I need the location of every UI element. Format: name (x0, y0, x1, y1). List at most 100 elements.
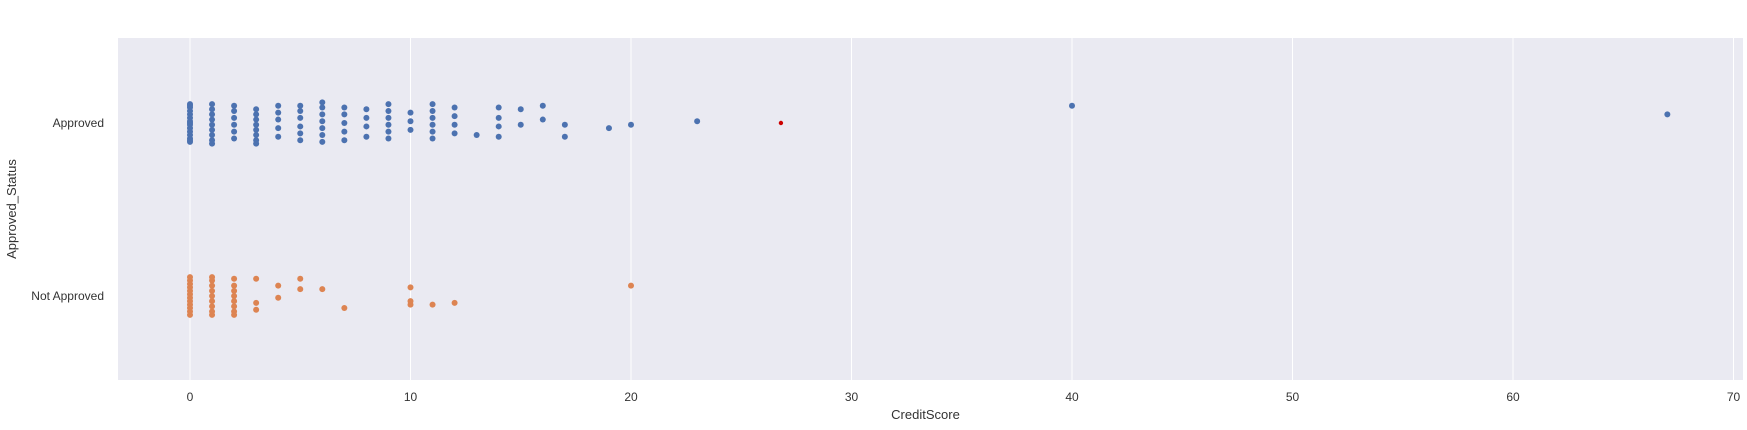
data-point (451, 299, 458, 306)
data-point (275, 116, 282, 123)
data-point (319, 286, 326, 293)
data-point (429, 301, 436, 308)
data-point (231, 135, 238, 142)
data-point (319, 125, 326, 132)
data-point (187, 102, 193, 109)
data-point (231, 114, 238, 121)
data-points (187, 99, 1671, 318)
data-point (209, 298, 216, 305)
data-point (561, 121, 568, 128)
data-point (341, 305, 348, 312)
data-point (297, 102, 304, 109)
x-tick-label: 20 (624, 390, 638, 404)
data-point (429, 128, 436, 135)
data-point (275, 133, 282, 140)
data-point (451, 104, 458, 111)
data-point (231, 311, 238, 318)
data-point (209, 132, 216, 139)
data-point (253, 126, 260, 133)
data-point (231, 128, 238, 135)
x-tick-label: 0 (187, 390, 194, 404)
data-point (451, 113, 458, 120)
data-point (209, 140, 216, 147)
x-tick-label: 40 (1065, 390, 1079, 404)
data-point (341, 128, 348, 135)
data-point (363, 123, 370, 130)
data-point (209, 101, 216, 108)
data-point (341, 111, 348, 118)
data-point (363, 114, 370, 121)
data-point (363, 106, 370, 113)
data-point (253, 140, 260, 147)
data-point (495, 114, 502, 121)
data-point (231, 275, 238, 282)
data-point (231, 287, 238, 294)
plot-area (118, 38, 1743, 380)
data-point (407, 126, 414, 133)
data-point (275, 109, 282, 116)
data-point (778, 120, 784, 126)
x-tick-label: 30 (845, 390, 859, 404)
data-point (253, 306, 260, 313)
data-point (231, 293, 238, 299)
data-point (297, 137, 304, 144)
y-tick-label: Not Approved (31, 289, 104, 303)
data-point (231, 107, 238, 114)
x-axis-label: CreditScore (891, 407, 960, 422)
y-axis-label: Approved_Status (4, 159, 19, 259)
data-point (385, 101, 392, 108)
data-point (495, 104, 502, 111)
data-point (253, 275, 260, 282)
data-point (341, 120, 348, 126)
data-point (209, 282, 216, 289)
data-point (341, 137, 348, 144)
data-point (451, 130, 458, 137)
data-point (1069, 102, 1075, 109)
data-point (275, 294, 282, 301)
data-point (187, 311, 193, 318)
data-point (628, 121, 634, 128)
data-point (275, 102, 282, 109)
data-point (209, 311, 216, 318)
data-point (451, 121, 458, 128)
data-point (231, 282, 238, 289)
data-point (319, 138, 326, 145)
data-point (253, 299, 260, 306)
x-tick-label: 60 (1506, 390, 1520, 404)
data-point (495, 133, 502, 140)
data-point (539, 102, 546, 109)
data-point (209, 106, 216, 113)
data-point (319, 99, 326, 106)
data-point (209, 116, 216, 123)
data-point (341, 104, 348, 111)
x-tick-label: 70 (1727, 390, 1741, 404)
data-point (1664, 111, 1671, 118)
data-point (561, 133, 568, 140)
data-point (385, 128, 392, 135)
x-tick-label: 50 (1286, 390, 1300, 404)
data-point (363, 133, 370, 140)
data-point (385, 107, 392, 114)
data-point (539, 116, 546, 123)
data-point (319, 104, 326, 111)
data-point (209, 287, 216, 294)
data-point (517, 106, 524, 113)
data-point (297, 123, 304, 130)
data-point (407, 284, 414, 291)
data-point (209, 293, 216, 299)
data-point (231, 298, 238, 305)
y-tick-label: Approved (53, 116, 104, 130)
data-point (407, 109, 414, 116)
data-point (253, 121, 260, 128)
data-point (275, 125, 282, 132)
data-point (209, 274, 216, 281)
y-tick-labels: Approved Not Approved (31, 116, 104, 303)
data-point (297, 107, 304, 114)
data-point (253, 132, 260, 139)
data-point (429, 114, 436, 121)
data-point (407, 301, 414, 308)
data-point (605, 125, 612, 132)
data-point (187, 120, 193, 126)
data-point (209, 111, 216, 118)
